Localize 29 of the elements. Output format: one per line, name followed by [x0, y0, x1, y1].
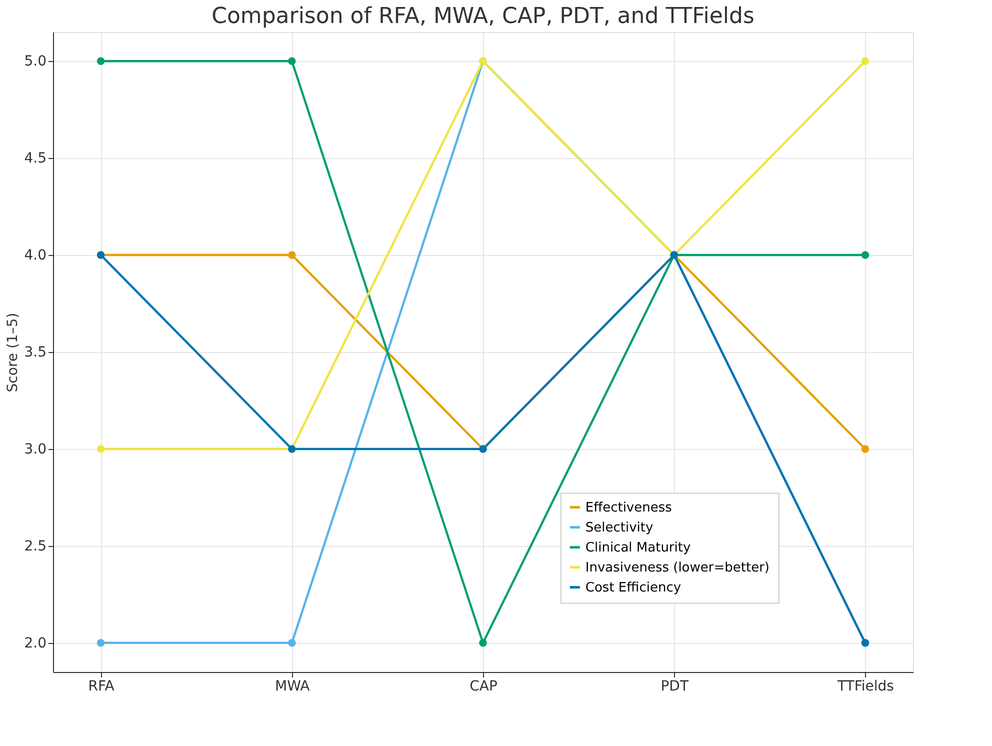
point: [861, 57, 870, 65]
point: [288, 639, 296, 647]
point: [479, 639, 487, 647]
x-tick-label: PDT: [660, 678, 689, 694]
point: [288, 57, 296, 65]
chart-title: Comparison of RFA, MWA, CAP, PDT, and TTFields: [212, 4, 754, 29]
y-tick-label: 4.5: [24, 150, 46, 167]
point: [861, 445, 870, 453]
legend-label: Cost Efficiency: [585, 580, 682, 596]
x-tick-label: MWA: [275, 678, 310, 694]
x-tick-label: CAP: [470, 678, 498, 694]
y-tick-label: 4.0: [24, 248, 46, 264]
y-tick-label: 3.0: [24, 441, 46, 458]
y-tick-label: 2.5: [24, 538, 46, 554]
point: [96, 445, 105, 453]
legend-label: Effectiveness: [585, 500, 672, 516]
point: [96, 639, 105, 647]
y-axis-title: Score (1–5): [5, 312, 22, 392]
legend-label: Selectivity: [585, 520, 654, 536]
y-tick-label: 5.0: [24, 54, 46, 70]
legend-label: Clinical Maturity: [585, 540, 691, 556]
y-tick-label: 2.0: [24, 635, 46, 652]
x-tick-label: RFA: [88, 678, 115, 694]
legend-label: Invasiveness (lower=better): [585, 560, 770, 576]
x-tick-label: TTFields: [836, 678, 894, 694]
point: [288, 251, 296, 259]
y-tick-label: 3.5: [24, 344, 46, 360]
point: [861, 251, 870, 259]
point: [96, 57, 105, 65]
